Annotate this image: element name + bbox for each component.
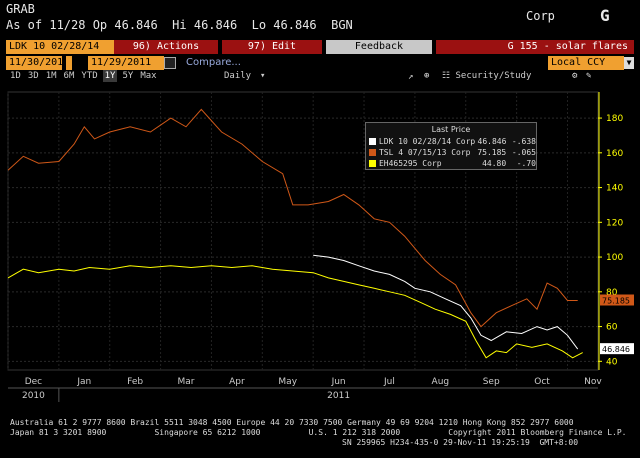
legend-change: -.065 bbox=[511, 148, 536, 157]
chart-title-bar: G 155 - solar flares bbox=[436, 40, 634, 54]
x-tick-label: Nov bbox=[584, 377, 602, 387]
period-tab-5y[interactable]: 5Y bbox=[122, 71, 134, 81]
last-price-tag-tsl bbox=[600, 294, 634, 306]
y-tick-label: 160 bbox=[606, 149, 623, 159]
last-price-tsl: 75.185 bbox=[602, 297, 630, 306]
bloomberg-logo: G bbox=[600, 6, 610, 25]
price-chart[interactable]: 40 60 80 100 120 140 160 180 Dec Jan Feb Mar Apr May J… bbox=[0, 84, 640, 404]
calendar-icon[interactable] bbox=[164, 57, 176, 69]
year-label: 2011 bbox=[327, 391, 350, 401]
y-tick-label: 100 bbox=[606, 253, 623, 263]
legend-row: TSL 4 07/15/13 Corp 75.185 -.065 bbox=[366, 147, 536, 158]
frequency-select[interactable]: Daily bbox=[224, 71, 252, 81]
legend-swatch bbox=[369, 149, 376, 156]
y-tick-label: 60 bbox=[606, 323, 618, 333]
legend-change: -.638 bbox=[511, 137, 536, 146]
series-line bbox=[7, 265, 583, 359]
legend-series-name: EH465295 Corp bbox=[378, 159, 442, 168]
x-tick-label: Jun bbox=[331, 377, 346, 387]
period-tab-1y[interactable]: 1Y bbox=[102, 70, 118, 82]
legend-change: -.70 bbox=[516, 159, 536, 168]
security-study-button[interactable]: ☷ Security/Study bbox=[440, 70, 533, 82]
y-tick-label: 180 bbox=[606, 114, 623, 124]
year-label: 2010 bbox=[22, 391, 45, 401]
legend-last-price: 75.185 bbox=[477, 148, 507, 157]
compare-button[interactable]: Compare... bbox=[186, 57, 241, 68]
currency-field[interactable]: Local CCY bbox=[548, 56, 624, 70]
x-tick-label: Dec bbox=[25, 377, 42, 387]
legend-row: LDK 10 02/28/14 Corp 46.846 -.638 bbox=[366, 136, 536, 147]
y-tick-label: 80 bbox=[606, 288, 618, 298]
legend-swatch bbox=[369, 138, 376, 145]
series-line bbox=[313, 254, 579, 350]
x-tick-label: Jan bbox=[76, 377, 91, 387]
period-tab-1m[interactable]: 1M bbox=[45, 71, 57, 81]
period-tab-max[interactable]: Max bbox=[140, 71, 157, 81]
y-tick-label: 120 bbox=[606, 218, 623, 228]
legend-row: EH465295 Corp 44.80 -.70 bbox=[366, 158, 536, 169]
y-tick-label: 140 bbox=[606, 184, 623, 194]
period-tabs: 1D 3D 1M 6M YTD 1Y 5Y Max bbox=[8, 70, 159, 82]
study-icon: ☷ bbox=[442, 71, 456, 81]
legend-last-price: 44.80 bbox=[482, 159, 507, 168]
last-price-ldk: 46.846 bbox=[602, 345, 630, 354]
zoom-icon[interactable]: ⊕ bbox=[424, 71, 430, 81]
edit-label: 97) Edit bbox=[247, 41, 297, 52]
feedback-button[interactable]: Feedback bbox=[326, 40, 432, 54]
x-tick-label: Mar bbox=[178, 377, 195, 387]
study-label: Security/Study bbox=[455, 71, 532, 81]
footer-contacts-2: Japan 81 3 3201 8900 Singapore 65 6212 1… bbox=[10, 428, 627, 437]
x-tick-label: Apr bbox=[229, 377, 245, 387]
series-line bbox=[7, 108, 578, 328]
period-tab-ytd[interactable]: YTD bbox=[81, 71, 98, 81]
footer-session: SN 259965 H234-435-0 29-Nov-11 19:25:19 … bbox=[342, 438, 579, 447]
period-tab-1d[interactable]: 1D bbox=[10, 71, 21, 81]
chart-title: G 155 - solar flares bbox=[507, 41, 628, 52]
actions-label: 96) Actions bbox=[132, 41, 200, 52]
x-tick-label: Oct bbox=[534, 377, 550, 387]
x-tick-label: Jul bbox=[383, 377, 395, 387]
settings-icon[interactable]: ⚙ bbox=[572, 71, 578, 81]
last-price-tag-ldk bbox=[600, 343, 634, 355]
market-sector: Corp bbox=[526, 9, 555, 23]
line-chart-icon[interactable]: ↗ bbox=[408, 72, 414, 82]
chart-tools-icon[interactable]: ✎ bbox=[586, 71, 592, 81]
end-date-field[interactable]: 11/29/2011 bbox=[88, 56, 164, 70]
legend: Last Price LDK 10 02/28/14 Corp 46.846 -.6… bbox=[365, 122, 537, 170]
x-tick-label: Aug bbox=[432, 377, 450, 387]
y-tick-label: 40 bbox=[606, 357, 618, 367]
start-date-field[interactable]: 11/30/2010 bbox=[6, 56, 69, 70]
frequency-chevron-icon[interactable]: ▾ bbox=[260, 71, 266, 81]
function-code: GRAB bbox=[6, 2, 35, 16]
legend-title: Last Price bbox=[431, 125, 471, 134]
security-field[interactable]: LDK 10 02/28/14 Corp bbox=[6, 40, 114, 66]
x-tick-label: Sep bbox=[483, 377, 500, 387]
legend-series-name: TSL 4 07/15/13 Corp bbox=[378, 148, 471, 157]
chevron-down-icon[interactable]: ▼ bbox=[624, 57, 634, 69]
quote-summary: As of 11/28 Op 46.846 Hi 46.846 Lo 46.84… bbox=[6, 18, 353, 32]
period-tab-6m[interactable]: 6M bbox=[63, 71, 75, 81]
period-tab-3d[interactable]: 3D bbox=[27, 71, 39, 81]
actions-menu[interactable]: 96) Actions bbox=[114, 40, 218, 54]
legend-series-name: LDK 10 02/28/14 Corp bbox=[378, 137, 476, 146]
date-separator bbox=[66, 56, 72, 70]
x-tick-label: Feb bbox=[127, 377, 143, 387]
edit-menu[interactable]: 97) Edit bbox=[222, 40, 322, 54]
footer-contacts-1: Australia 61 2 9777 8600 Brazil 5511 304… bbox=[10, 418, 574, 427]
x-tick-label: May bbox=[278, 377, 297, 387]
feedback-label: Feedback bbox=[354, 41, 404, 52]
legend-swatch bbox=[369, 160, 376, 167]
legend-last-price: 46.846 bbox=[477, 137, 507, 146]
